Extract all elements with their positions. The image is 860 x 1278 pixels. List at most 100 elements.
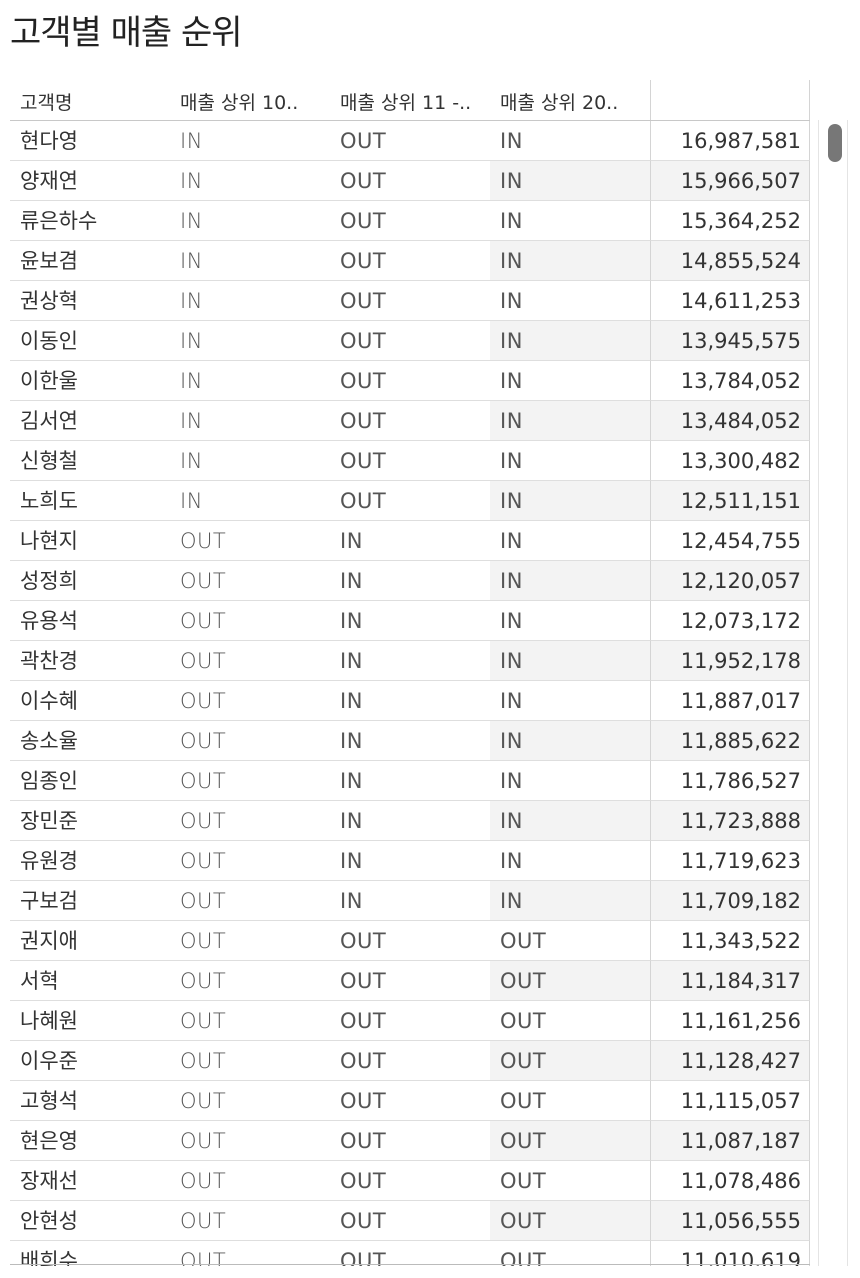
table-row[interactable]: 권상혁 IN OUT IN 14,611,253: [10, 281, 810, 321]
top10-flag-cell[interactable]: IN: [170, 201, 330, 241]
top20-flag-cell[interactable]: IN: [490, 401, 650, 441]
sales-value-cell[interactable]: 11,078,486: [650, 1161, 810, 1201]
top20-flag-cell[interactable]: IN: [490, 761, 650, 801]
table-row[interactable]: 윤보겸 IN OUT IN 14,855,524: [10, 241, 810, 281]
top10-flag-cell[interactable]: IN: [170, 281, 330, 321]
sales-value-cell[interactable]: 11,056,555: [650, 1201, 810, 1241]
table-row[interactable]: 성정희 OUT IN IN 12,120,057: [10, 561, 810, 601]
table-row[interactable]: 송소율 OUT IN IN 11,885,622: [10, 721, 810, 761]
top11-20-flag-cell[interactable]: OUT: [330, 201, 490, 241]
top20-flag-cell[interactable]: IN: [490, 841, 650, 881]
sales-value-cell[interactable]: 12,511,151: [650, 481, 810, 521]
sales-value-cell[interactable]: 12,120,057: [650, 561, 810, 601]
sales-value-cell[interactable]: 15,966,507: [650, 161, 810, 201]
customer-name-cell[interactable]: 이수혜: [10, 681, 170, 721]
top11-20-flag-cell[interactable]: OUT: [330, 1121, 490, 1161]
customer-name-cell[interactable]: 노희도: [10, 481, 170, 521]
top11-20-flag-cell[interactable]: OUT: [330, 241, 490, 281]
table-row[interactable]: 노희도 IN OUT IN 12,511,151: [10, 481, 810, 521]
sales-value-cell[interactable]: 11,161,256: [650, 1001, 810, 1041]
top10-flag-cell[interactable]: OUT: [170, 1161, 330, 1201]
sales-value-cell[interactable]: 11,786,527: [650, 761, 810, 801]
customer-name-cell[interactable]: 나혜원: [10, 1001, 170, 1041]
top11-20-flag-cell[interactable]: IN: [330, 841, 490, 881]
top11-20-flag-cell[interactable]: IN: [330, 521, 490, 561]
customer-name-cell[interactable]: 유원경: [10, 841, 170, 881]
top20-flag-cell[interactable]: OUT: [490, 1241, 650, 1266]
customer-name-cell[interactable]: 장민준: [10, 801, 170, 841]
sales-value-cell[interactable]: 11,010,619: [650, 1241, 810, 1266]
top11-20-flag-cell[interactable]: OUT: [330, 161, 490, 201]
top10-flag-cell[interactable]: IN: [170, 241, 330, 281]
scrollbar-thumb[interactable]: [828, 124, 842, 162]
table-row[interactable]: 이우준 OUT OUT OUT 11,128,427: [10, 1041, 810, 1081]
top11-20-flag-cell[interactable]: OUT: [330, 961, 490, 1001]
customer-name-cell[interactable]: 구보검: [10, 881, 170, 921]
table-row[interactable]: 안현성 OUT OUT OUT 11,056,555: [10, 1201, 810, 1241]
table-row[interactable]: 고형석 OUT OUT OUT 11,115,057: [10, 1081, 810, 1121]
top11-20-flag-cell[interactable]: OUT: [330, 121, 490, 161]
top10-flag-cell[interactable]: OUT: [170, 961, 330, 1001]
top20-flag-cell[interactable]: OUT: [490, 1041, 650, 1081]
top20-flag-cell[interactable]: IN: [490, 521, 650, 561]
top11-20-flag-cell[interactable]: OUT: [330, 401, 490, 441]
sales-value-cell[interactable]: 11,723,888: [650, 801, 810, 841]
top20-flag-cell[interactable]: OUT: [490, 1161, 650, 1201]
top10-flag-cell[interactable]: IN: [170, 361, 330, 401]
customer-name-cell[interactable]: 이우준: [10, 1041, 170, 1081]
top20-flag-cell[interactable]: IN: [490, 681, 650, 721]
top10-flag-cell[interactable]: OUT: [170, 801, 330, 841]
table-row[interactable]: 곽찬경 OUT IN IN 11,952,178: [10, 641, 810, 681]
top10-flag-cell[interactable]: OUT: [170, 721, 330, 761]
table-row[interactable]: 임종인 OUT IN IN 11,786,527: [10, 761, 810, 801]
top20-flag-cell[interactable]: IN: [490, 121, 650, 161]
column-header-customer[interactable]: 고객명: [20, 92, 73, 114]
customer-name-cell[interactable]: 곽찬경: [10, 641, 170, 681]
table-row[interactable]: 유용석 OUT IN IN 12,073,172: [10, 601, 810, 641]
top11-20-flag-cell[interactable]: OUT: [330, 1241, 490, 1266]
top20-flag-cell[interactable]: IN: [490, 321, 650, 361]
column-header-top20[interactable]: 매출 상위 20..: [500, 92, 619, 114]
table-row[interactable]: 이동인 IN OUT IN 13,945,575: [10, 321, 810, 361]
top11-20-flag-cell[interactable]: OUT: [330, 1001, 490, 1041]
customer-name-cell[interactable]: 김서연: [10, 401, 170, 441]
top11-20-flag-cell[interactable]: IN: [330, 801, 490, 841]
top10-flag-cell[interactable]: OUT: [170, 1201, 330, 1241]
table-row[interactable]: 이한울 IN OUT IN 13,784,052: [10, 361, 810, 401]
sales-value-cell[interactable]: 15,364,252: [650, 201, 810, 241]
customer-name-cell[interactable]: 권상혁: [10, 281, 170, 321]
top20-flag-cell[interactable]: IN: [490, 281, 650, 321]
customer-name-cell[interactable]: 이동인: [10, 321, 170, 361]
customer-name-cell[interactable]: 신형철: [10, 441, 170, 481]
customer-name-cell[interactable]: 배희수: [10, 1241, 170, 1266]
customer-name-cell[interactable]: 나현지: [10, 521, 170, 561]
top10-flag-cell[interactable]: OUT: [170, 1241, 330, 1266]
top20-flag-cell[interactable]: IN: [490, 161, 650, 201]
sales-value-cell[interactable]: 13,484,052: [650, 401, 810, 441]
top20-flag-cell[interactable]: IN: [490, 481, 650, 521]
top10-flag-cell[interactable]: OUT: [170, 1081, 330, 1121]
top20-flag-cell[interactable]: IN: [490, 641, 650, 681]
table-row[interactable]: 권지애 OUT OUT OUT 11,343,522: [10, 921, 810, 961]
table-row[interactable]: 배희수 OUT OUT OUT 11,010,619: [10, 1241, 810, 1266]
customer-name-cell[interactable]: 서혁: [10, 961, 170, 1001]
top20-flag-cell[interactable]: IN: [490, 721, 650, 761]
table-row[interactable]: 신형철 IN OUT IN 13,300,482: [10, 441, 810, 481]
top11-20-flag-cell[interactable]: OUT: [330, 1161, 490, 1201]
top10-flag-cell[interactable]: OUT: [170, 1121, 330, 1161]
customer-name-cell[interactable]: 안현성: [10, 1201, 170, 1241]
customer-name-cell[interactable]: 이한울: [10, 361, 170, 401]
top20-flag-cell[interactable]: IN: [490, 441, 650, 481]
customer-name-cell[interactable]: 장재선: [10, 1161, 170, 1201]
table-row[interactable]: 서혁 OUT OUT OUT 11,184,317: [10, 961, 810, 1001]
top20-flag-cell[interactable]: OUT: [490, 1081, 650, 1121]
top20-flag-cell[interactable]: OUT: [490, 1201, 650, 1241]
top11-20-flag-cell[interactable]: IN: [330, 601, 490, 641]
sales-value-cell[interactable]: 11,184,317: [650, 961, 810, 1001]
sales-value-cell[interactable]: 11,087,187: [650, 1121, 810, 1161]
sales-value-cell[interactable]: 12,454,755: [650, 521, 810, 561]
sales-value-cell[interactable]: 13,300,482: [650, 441, 810, 481]
customer-name-cell[interactable]: 고형석: [10, 1081, 170, 1121]
top10-flag-cell[interactable]: IN: [170, 441, 330, 481]
column-header-sales[interactable]: [650, 80, 810, 120]
